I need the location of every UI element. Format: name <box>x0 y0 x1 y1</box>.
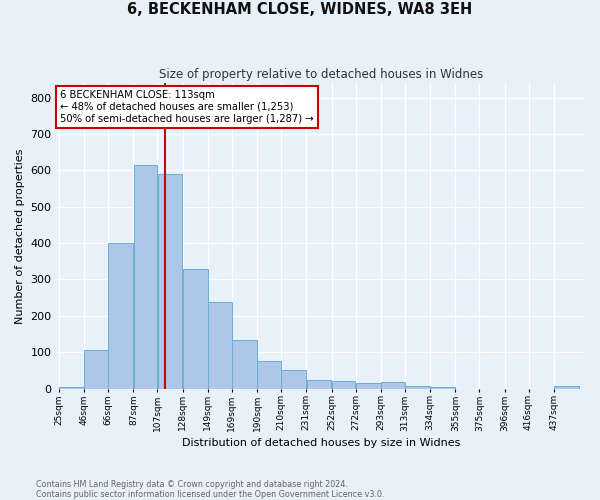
Bar <box>257 362 281 388</box>
Bar <box>183 268 208 388</box>
Bar <box>208 302 232 388</box>
Title: Size of property relative to detached houses in Widnes: Size of property relative to detached ho… <box>158 68 483 80</box>
Bar <box>554 386 578 388</box>
Bar <box>356 383 380 388</box>
Bar <box>281 370 306 388</box>
Bar <box>158 174 182 388</box>
Bar <box>232 340 257 388</box>
Text: Contains HM Land Registry data © Crown copyright and database right 2024.
Contai: Contains HM Land Registry data © Crown c… <box>36 480 385 499</box>
X-axis label: Distribution of detached houses by size in Widnes: Distribution of detached houses by size … <box>182 438 460 448</box>
Bar <box>307 380 331 388</box>
Text: 6 BECKENHAM CLOSE: 113sqm
← 48% of detached houses are smaller (1,253)
50% of se: 6 BECKENHAM CLOSE: 113sqm ← 48% of detac… <box>60 90 314 124</box>
Bar <box>405 386 430 388</box>
Bar <box>59 387 84 388</box>
Bar <box>134 165 157 388</box>
Bar <box>430 387 455 388</box>
Bar <box>85 350 108 389</box>
Bar <box>109 243 133 388</box>
Bar <box>332 382 355 388</box>
Bar <box>381 382 404 388</box>
Text: 6, BECKENHAM CLOSE, WIDNES, WA8 3EH: 6, BECKENHAM CLOSE, WIDNES, WA8 3EH <box>127 2 473 18</box>
Y-axis label: Number of detached properties: Number of detached properties <box>15 148 25 324</box>
